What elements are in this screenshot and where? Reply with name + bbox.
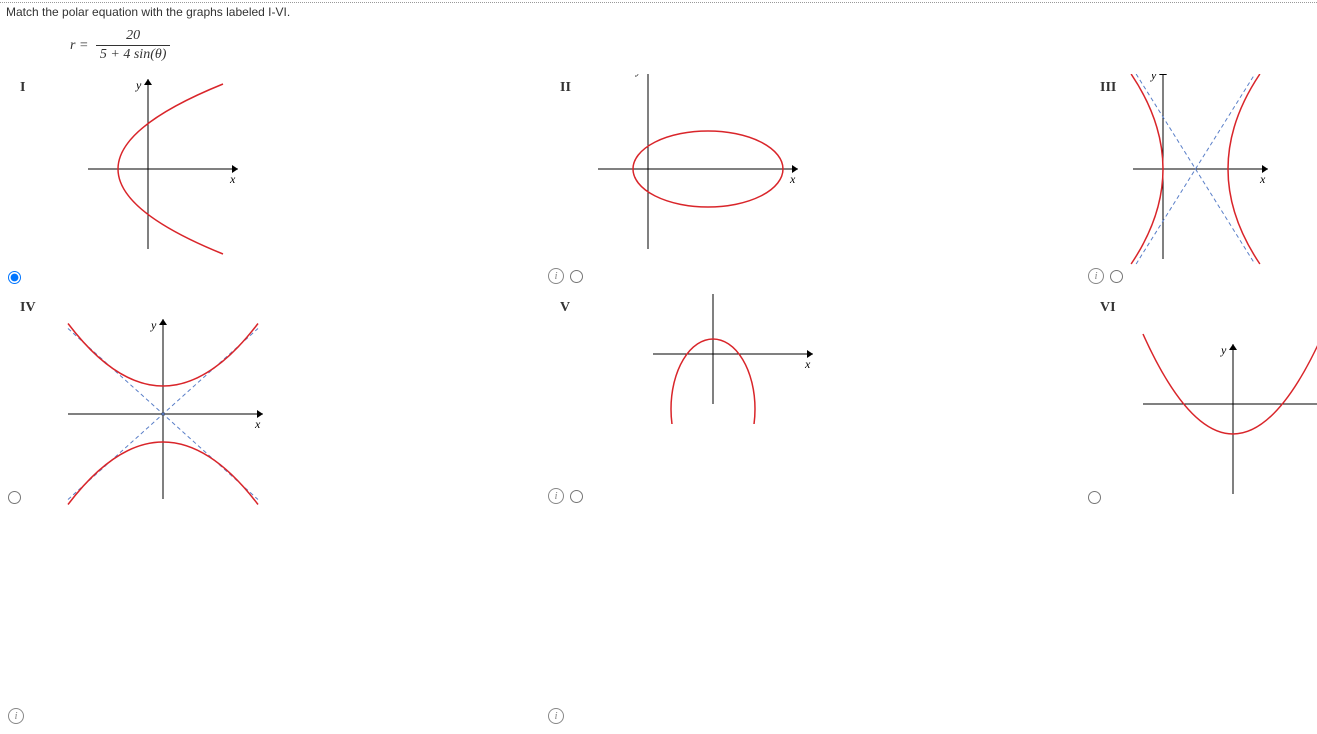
info-icon[interactable]: i xyxy=(1088,268,1104,284)
graph-I: x y xyxy=(43,74,258,269)
svg-text:x: x xyxy=(229,172,236,186)
svg-text:x: x xyxy=(804,357,811,371)
graph-IV: x y xyxy=(43,294,283,519)
option-controls: i xyxy=(1088,268,1123,284)
question-text: Match the polar equation with the graphs… xyxy=(0,3,1317,21)
svg-text:x: x xyxy=(1259,172,1266,186)
svg-text:y: y xyxy=(150,318,157,332)
equation: r = 20 5 + 4 sin(θ) xyxy=(0,21,1317,74)
roman-label: VI xyxy=(1100,300,1116,316)
equation-numerator: 20 xyxy=(96,27,171,46)
info-icon[interactable]: i xyxy=(548,708,564,724)
option-controls xyxy=(8,271,21,284)
option-cell-II: II x y i xyxy=(548,74,1088,294)
option-radio-V[interactable] xyxy=(570,490,583,503)
graph-II: x y xyxy=(583,74,818,269)
option-controls xyxy=(8,491,21,504)
svg-text:x: x xyxy=(789,172,796,186)
option-controls xyxy=(1088,491,1101,504)
option-cell-III: III x y i xyxy=(1088,74,1317,294)
option-controls: i xyxy=(8,708,24,724)
graph-VI: x y xyxy=(1123,294,1317,514)
option-radio-III[interactable] xyxy=(1110,270,1123,283)
option-radio-I[interactable] xyxy=(8,271,21,284)
graph-V: x y xyxy=(583,294,833,424)
info-icon[interactable]: i xyxy=(548,488,564,504)
option-radio-VI[interactable] xyxy=(1088,491,1101,504)
option-radio-II[interactable] xyxy=(570,270,583,283)
svg-text:y: y xyxy=(1220,343,1227,357)
option-cell-8: i xyxy=(548,514,1088,734)
option-controls: i xyxy=(548,708,564,724)
equation-lhs: r = xyxy=(70,38,88,53)
option-cell-VI: VI x y xyxy=(1088,294,1317,514)
svg-text:y: y xyxy=(635,74,642,77)
info-icon[interactable]: i xyxy=(548,268,564,284)
option-radio-IV[interactable] xyxy=(8,491,21,504)
option-cell-7: i xyxy=(8,514,548,734)
option-controls: i xyxy=(548,268,583,284)
option-cell-V: V x y i xyxy=(548,294,1088,514)
equation-fraction: 20 5 + 4 sin(θ) xyxy=(96,27,171,64)
roman-label: IV xyxy=(20,300,36,316)
option-cell-I: I x y xyxy=(8,74,548,294)
roman-label: V xyxy=(560,300,570,316)
info-icon[interactable]: i xyxy=(8,708,24,724)
roman-label: II xyxy=(560,80,571,96)
option-controls: i xyxy=(548,488,583,504)
svg-text:y: y xyxy=(135,78,142,92)
graph-III: x y xyxy=(1123,74,1288,279)
option-cell-IV: IV x y xyxy=(8,294,548,514)
svg-text:x: x xyxy=(254,417,261,431)
options-grid: I x y II x y iIII x y iIV x y V xyxy=(0,74,1317,734)
roman-label: III xyxy=(1100,80,1116,96)
equation-denominator: 5 + 4 sin(θ) xyxy=(96,46,171,64)
roman-label: I xyxy=(20,80,25,96)
svg-text:y: y xyxy=(1150,74,1157,82)
